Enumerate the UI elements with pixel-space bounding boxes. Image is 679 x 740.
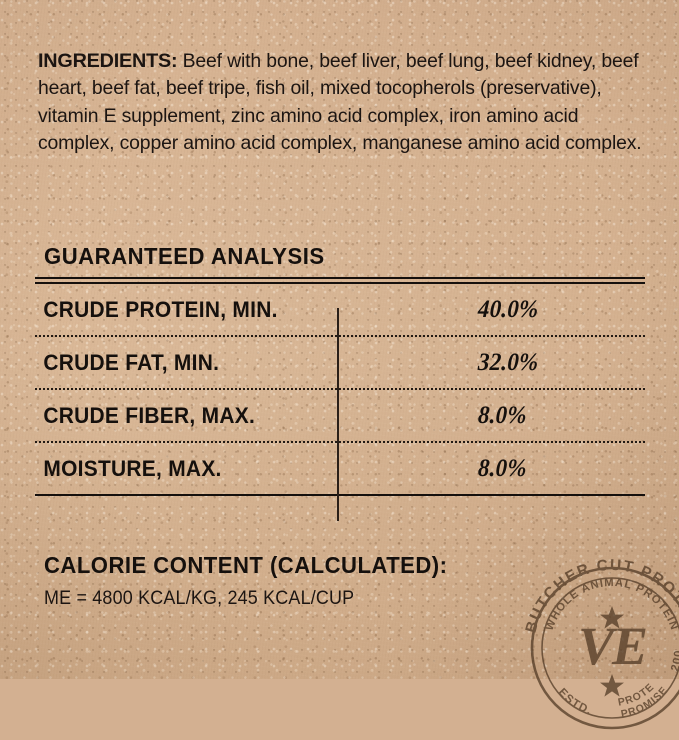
nutrient-value: 32.0%: [477, 348, 540, 376]
ingredients-heading: INGREDIENTS:: [38, 50, 178, 72]
table-column-divider: [337, 308, 339, 521]
row-separator-dotted: [35, 441, 645, 443]
calorie-content-section: CALORIE CONTENT (CALCULATED): ME = 4800 …: [44, 552, 473, 610]
table-row: CRUDE PROTEIN, MIN. 40.0%: [35, 284, 645, 335]
nutrient-value: 8.0%: [477, 454, 528, 482]
ingredients-paragraph: INGREDIENTS: Beef with bone, beef liver,…: [38, 48, 646, 158]
nutrient-label: CRUDE PROTEIN, MIN.: [43, 296, 278, 322]
stamp-established-year: 200: [669, 649, 679, 673]
label-background-panel: [0, 0, 679, 679]
guaranteed-analysis-title: GUARANTEED ANALYSIS: [44, 243, 325, 269]
row-separator-dotted: [35, 335, 645, 337]
butcher-cut-protein-stamp-icon: BUTCHER CUT PROTEIN WHOLE ANIMAL PROTEIN…: [520, 556, 679, 740]
stamp-star-bottom-icon: [600, 674, 624, 697]
calorie-content-title: CALORIE CONTENT (CALCULATED):: [44, 552, 448, 578]
nutrient-label: CRUDE FIBER, MAX.: [43, 402, 256, 428]
calorie-content-detail: ME = 4800 KCAL/KG, 245 KCAL/CUP: [44, 587, 355, 609]
ingredients-section: INGREDIENTS: Beef with bone, beef liver,…: [38, 48, 646, 158]
table-row: CRUDE FAT, MIN. 32.0%: [35, 337, 645, 388]
stamp-star-top-icon: [600, 606, 624, 629]
stamp-monogram: VE: [578, 616, 646, 676]
table-top-double-rule: [35, 277, 645, 284]
table-row: CRUDE FIBER, MAX. 8.0%: [35, 390, 645, 441]
nutrient-label: MOISTURE, MAX.: [43, 455, 222, 481]
table-row: MOISTURE, MAX. 8.0%: [35, 443, 645, 494]
table-bottom-rule: [35, 494, 645, 496]
nutrient-label: CRUDE FAT, MIN.: [43, 349, 220, 375]
stamp-established-label: ESTD.: [556, 686, 594, 717]
row-separator-dotted: [35, 388, 645, 390]
nutrient-value: 8.0%: [477, 401, 528, 429]
ingredients-body-text: Beef with bone, beef liver, beef lung, b…: [38, 50, 642, 155]
nutrient-value: 40.0%: [477, 295, 540, 323]
guaranteed-analysis-table: CRUDE PROTEIN, MIN. 40.0% CRUDE FAT, MIN…: [35, 277, 645, 521]
